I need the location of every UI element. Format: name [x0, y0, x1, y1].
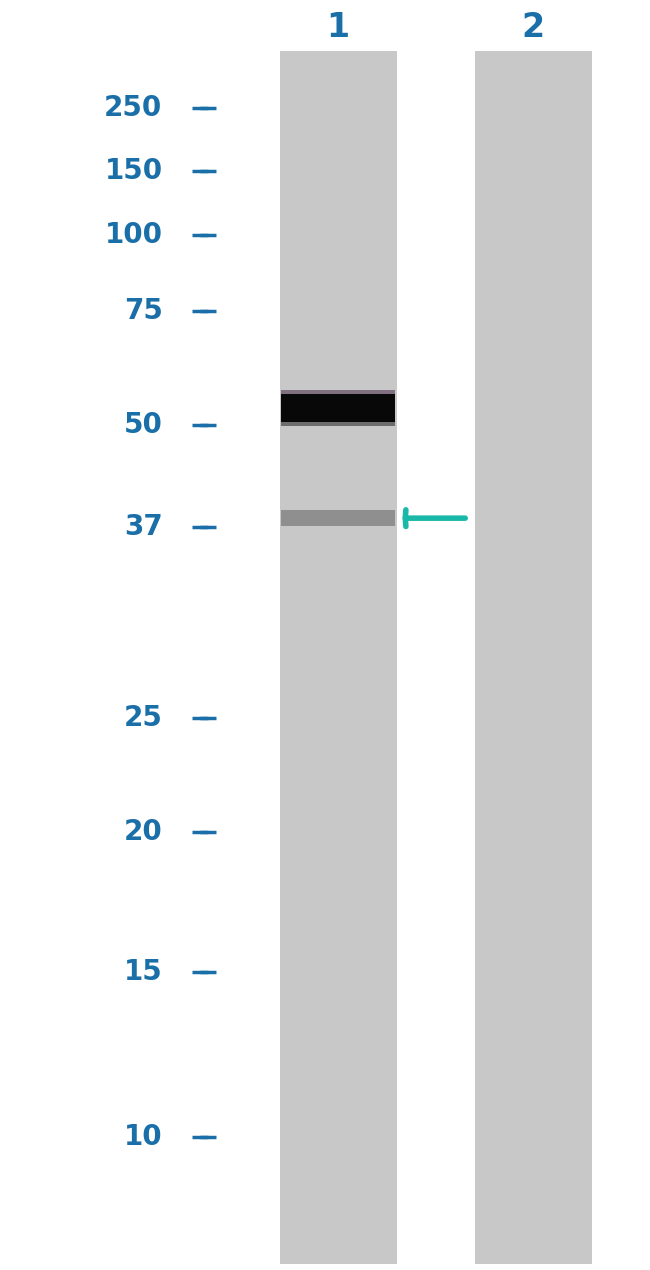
Text: 250: 250: [104, 94, 162, 122]
Text: 10: 10: [124, 1123, 162, 1151]
Text: 2: 2: [521, 11, 545, 44]
Text: 1: 1: [326, 11, 350, 44]
Bar: [474, 51, 592, 1264]
Text: 20: 20: [124, 818, 162, 846]
Text: 50: 50: [124, 411, 162, 439]
Bar: [281, 509, 395, 526]
Text: 37: 37: [124, 513, 162, 541]
Text: 75: 75: [124, 297, 162, 325]
Bar: [281, 390, 395, 399]
Text: 25: 25: [124, 704, 162, 732]
Bar: [280, 51, 396, 1264]
Bar: [281, 423, 395, 427]
Text: 150: 150: [105, 157, 162, 185]
Text: 15: 15: [124, 958, 162, 986]
Bar: [281, 394, 395, 423]
Text: 100: 100: [105, 221, 162, 249]
